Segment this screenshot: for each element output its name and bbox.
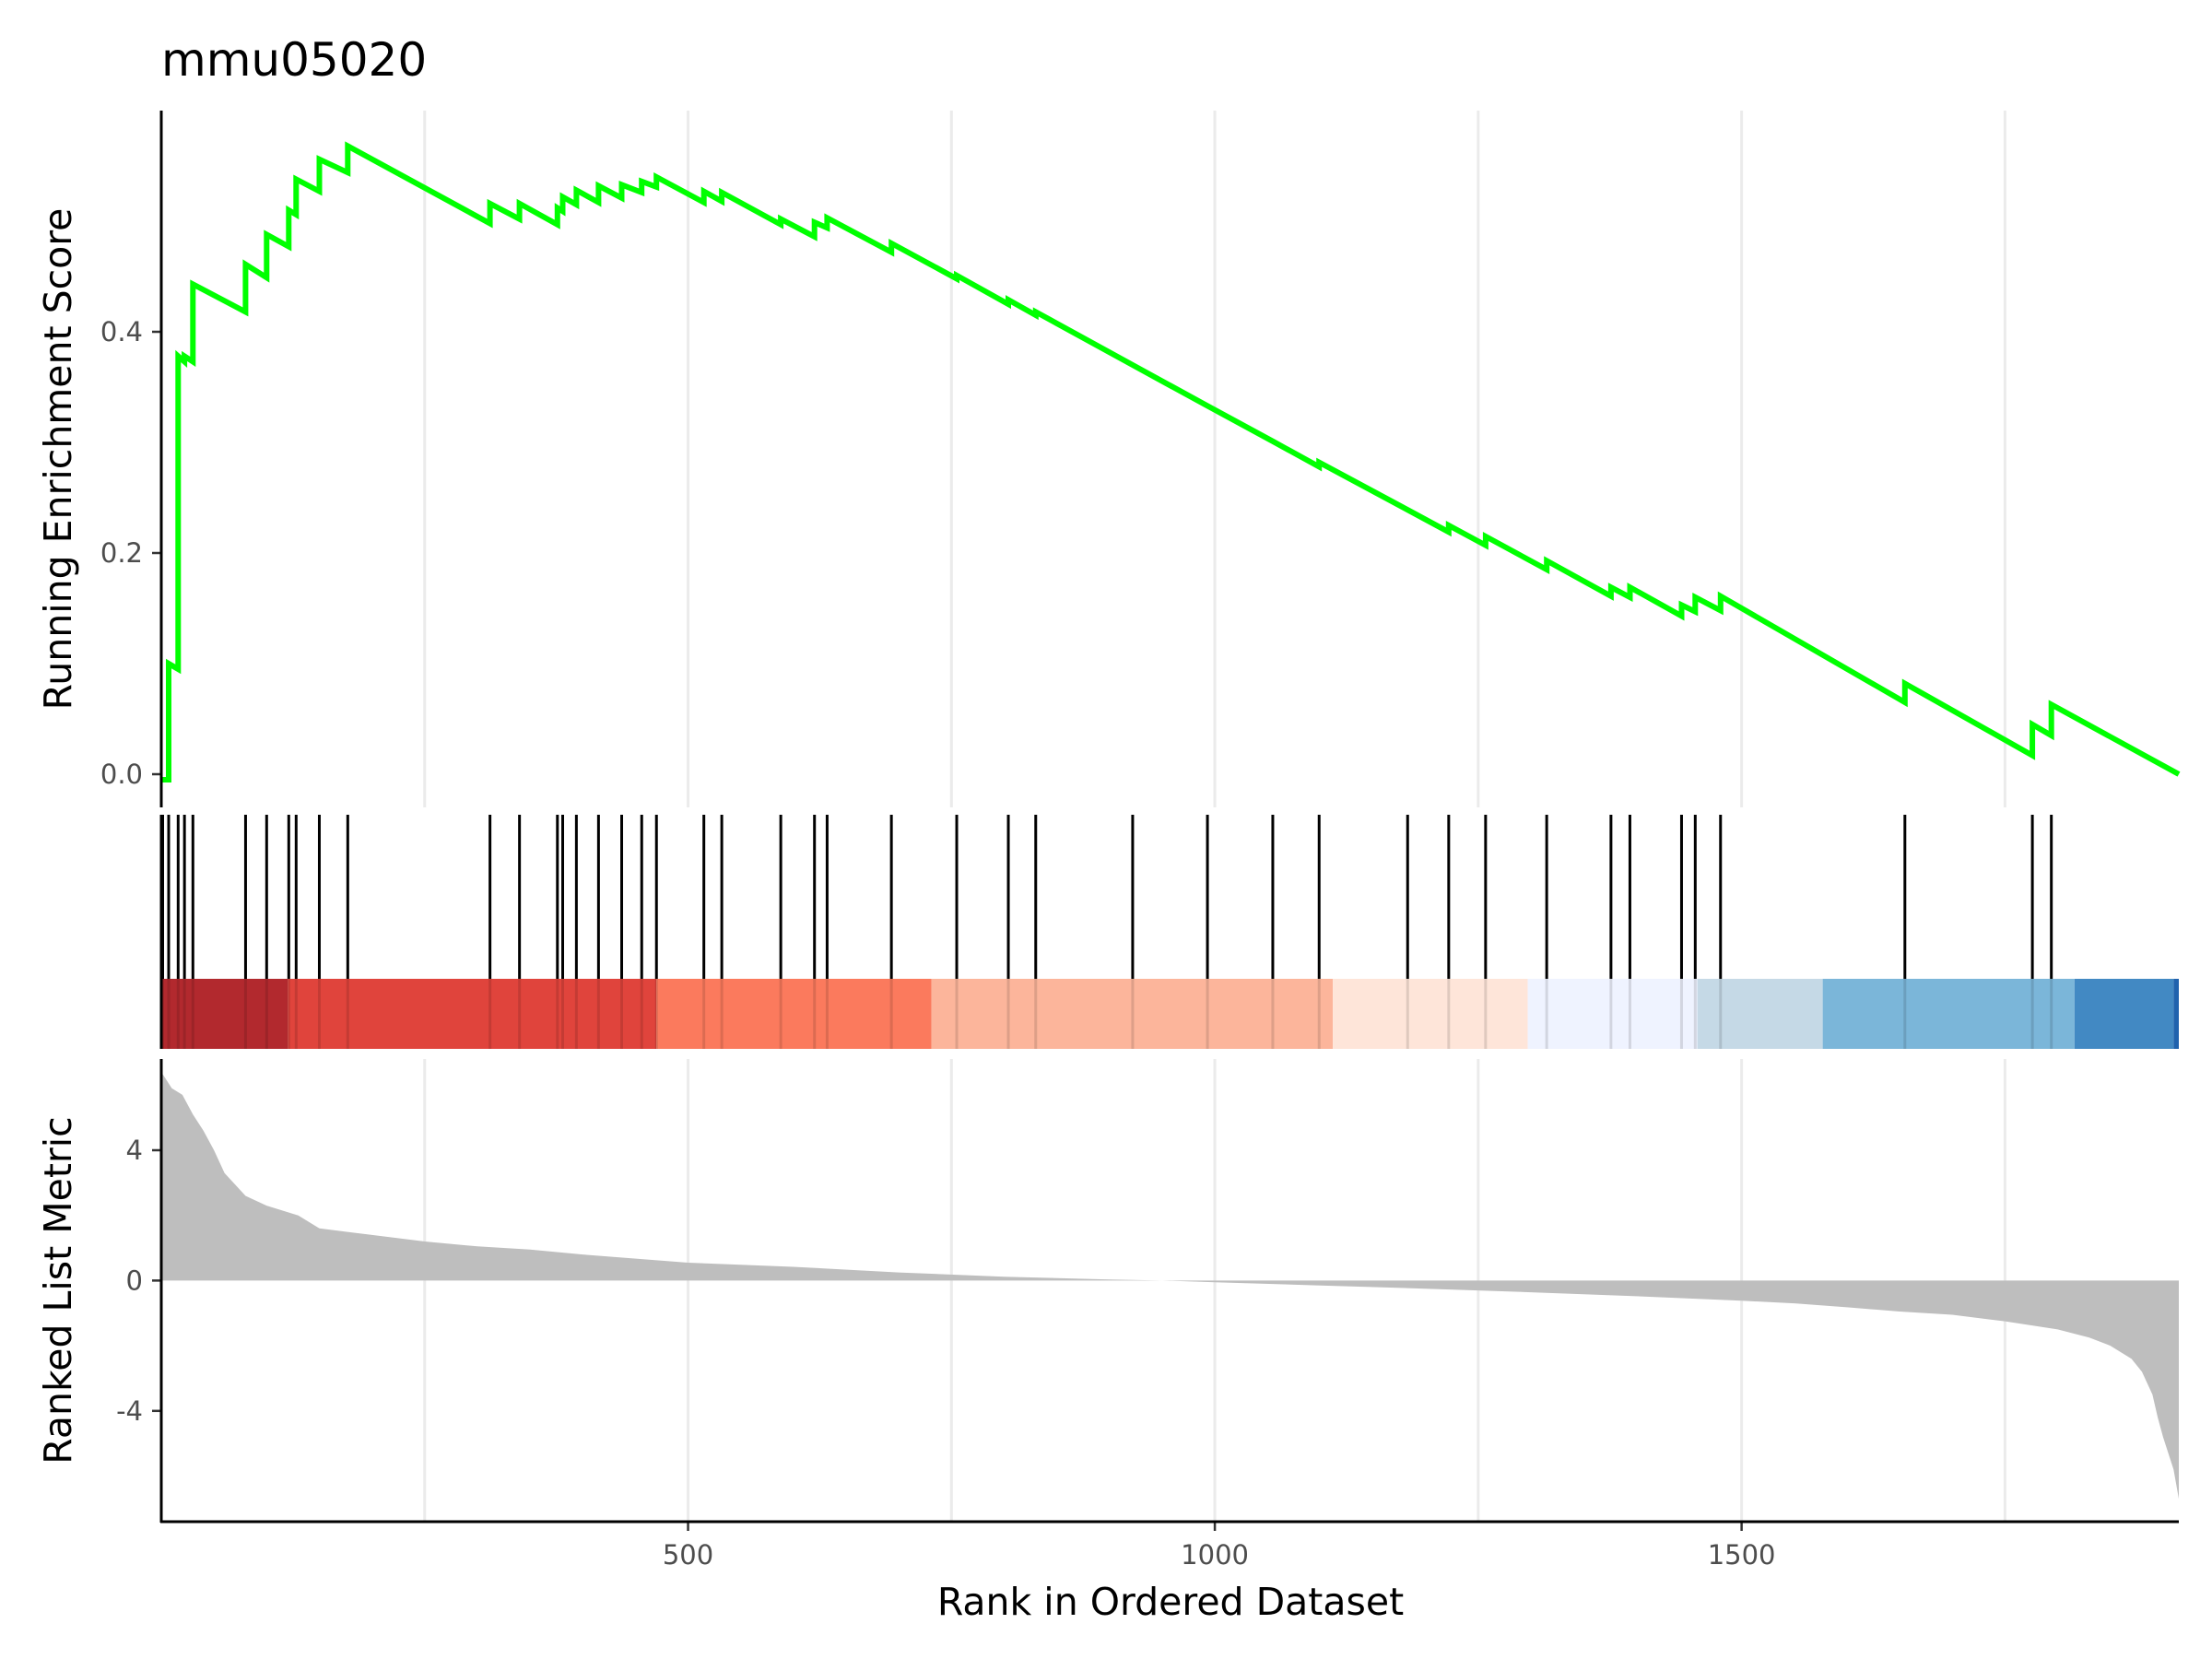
rank-color-band — [1527, 979, 1698, 1049]
ranked-metric-area — [161, 1072, 2179, 1500]
running-es-panel: 0.0 0.2 0.4 Running Enrichment Score — [36, 111, 2181, 807]
rank-color-band — [1333, 979, 1528, 1049]
rank-color-band — [1822, 979, 2075, 1049]
metric-y-tick-label: 4 — [126, 1135, 143, 1166]
es-y-tick-label: 0.2 — [100, 537, 143, 569]
chart-title: mmu05020 — [161, 33, 427, 87]
x-tick-label: 500 — [663, 1539, 713, 1571]
x-tick-label: 1500 — [1708, 1539, 1776, 1571]
rank-color-band — [161, 979, 288, 1049]
rank-color-band — [1697, 979, 1823, 1049]
metric-y-axis-title: Ranked List Metric — [36, 1116, 80, 1464]
rank-color-band — [931, 979, 1334, 1049]
gene-hits-panel — [159, 815, 2179, 1049]
x-tick-label: 1000 — [1181, 1539, 1249, 1571]
running-es-line — [161, 141, 2181, 782]
es-y-tick-label: 0.0 — [100, 759, 143, 790]
metric-y-tick-label: -4 — [116, 1395, 143, 1427]
rank-color-bands — [161, 979, 2179, 1049]
x-axis-title: Rank in Ordered Dataset — [937, 1580, 1404, 1624]
es-y-tick-label: 0.4 — [100, 316, 143, 347]
x-axis-ticks: 500 1000 1500 — [663, 1522, 1776, 1571]
metric-y-ticks: 4 0 -4 — [116, 1135, 161, 1427]
es-y-ticks: 0.0 0.2 0.4 — [100, 316, 161, 790]
es-y-axis-title: Running Enrichment Score — [36, 208, 80, 711]
es-gridlines — [423, 111, 2006, 807]
rank-color-band — [2074, 979, 2174, 1049]
rank-color-band — [288, 979, 657, 1049]
metric-y-tick-label: 0 — [126, 1265, 143, 1296]
rank-color-band — [656, 979, 932, 1049]
ranked-metric-panel: 4 0 -4 500 1000 1500 Ranked List Metric Rank… — [36, 1059, 2179, 1624]
rank-color-band — [2173, 979, 2179, 1049]
